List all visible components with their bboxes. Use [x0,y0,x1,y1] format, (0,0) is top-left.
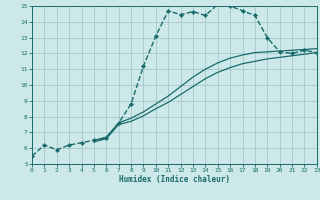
X-axis label: Humidex (Indice chaleur): Humidex (Indice chaleur) [119,175,230,184]
